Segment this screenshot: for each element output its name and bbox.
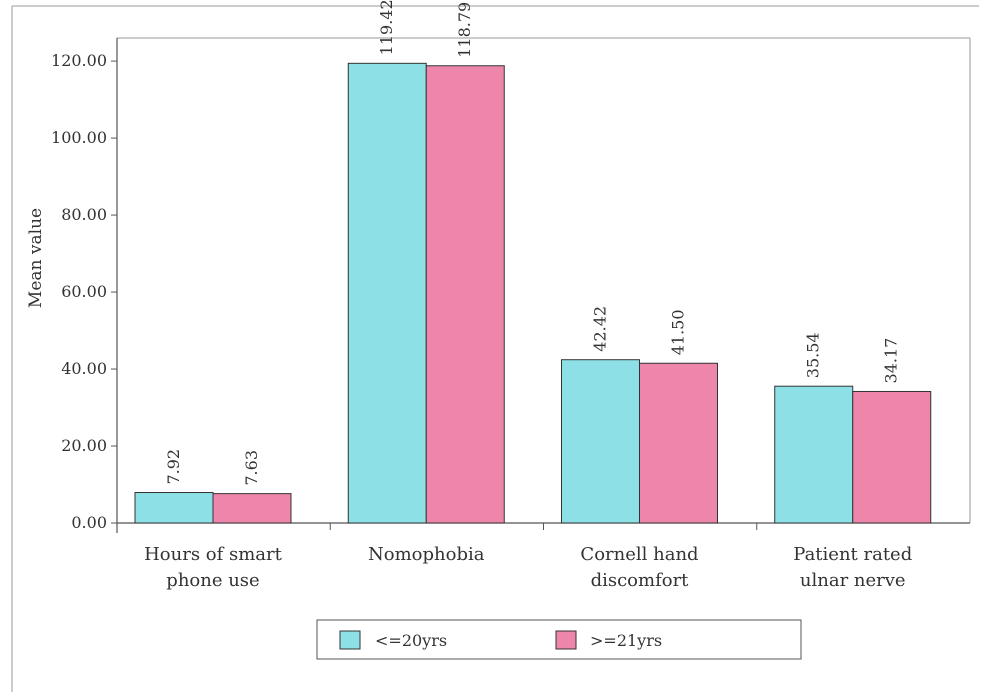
x-category-label: Cornell hand bbox=[580, 544, 698, 565]
legend-label-le20: <=20yrs bbox=[375, 631, 447, 650]
bar-value-label: 7.63 bbox=[242, 450, 261, 486]
x-category-label: Hours of smart bbox=[144, 544, 283, 565]
x-category-label: Patient rated bbox=[793, 544, 912, 565]
y-tick-label: 80.00 bbox=[61, 205, 107, 224]
bar-le20 bbox=[134, 492, 214, 524]
bar-ge21 bbox=[425, 65, 505, 524]
x-category-label: Nomophobia bbox=[368, 544, 485, 565]
legend: <=20yrs >=21yrs bbox=[316, 619, 802, 660]
x-category-label: phone use bbox=[166, 570, 259, 591]
bar-value-label: 7.92 bbox=[164, 449, 183, 485]
bar-ge21 bbox=[639, 362, 718, 524]
legend-swatch-le20 bbox=[339, 630, 361, 650]
bar-le20 bbox=[774, 385, 854, 524]
bar-value-label: 35.54 bbox=[804, 332, 823, 378]
outer-frame bbox=[11, 5, 979, 692]
legend-label-ge21: >=21yrs bbox=[590, 631, 662, 650]
bar-value-label: 118.79 bbox=[455, 2, 474, 58]
y-tick-label: 40.00 bbox=[61, 359, 107, 378]
bar-le20 bbox=[347, 62, 427, 524]
legend-swatch-ge21 bbox=[555, 630, 577, 650]
y-tick-label: 120.00 bbox=[51, 51, 107, 70]
y-tick-label: 100.00 bbox=[51, 128, 107, 147]
bar-value-label: 42.42 bbox=[591, 306, 610, 352]
bar-le20 bbox=[561, 359, 640, 524]
bar-value-label: 119.42 bbox=[377, 0, 396, 55]
x-category-label: discomfort bbox=[591, 570, 690, 591]
y-tick-label: 20.00 bbox=[61, 436, 107, 455]
bar-value-label: 34.17 bbox=[882, 338, 901, 384]
y-tick-label: 60.00 bbox=[61, 282, 107, 301]
y-tick-label: 0.00 bbox=[71, 513, 107, 532]
bar-value-label: 41.50 bbox=[669, 309, 688, 355]
y-axis-title: Mean value bbox=[26, 208, 46, 308]
plot-area: 0.00 20.00 40.00 60.00 80.00 100.00 120.00 7.92… bbox=[51, 0, 971, 591]
bar-ge21 bbox=[852, 390, 932, 524]
bar-ge21 bbox=[212, 493, 292, 524]
x-category-label: ulnar nerve bbox=[800, 570, 906, 591]
